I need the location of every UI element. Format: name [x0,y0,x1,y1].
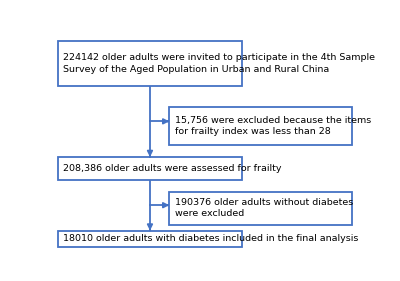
FancyBboxPatch shape [58,231,242,247]
FancyBboxPatch shape [58,157,242,180]
Text: 190376 older adults without diabetes
were excluded: 190376 older adults without diabetes wer… [175,198,353,219]
FancyBboxPatch shape [58,41,242,86]
FancyBboxPatch shape [169,192,352,225]
Text: 224142 older adults were invited to participate in the 4th Sample
Survey of the : 224142 older adults were invited to part… [63,53,375,74]
Text: 15,756 were excluded because the items
for frailty index was less than 28: 15,756 were excluded because the items f… [175,116,371,136]
Text: 18010 older adults with diabetes included in the final analysis: 18010 older adults with diabetes include… [63,234,359,243]
Text: 208,386 older adults were assessed for frailty: 208,386 older adults were assessed for f… [63,164,282,173]
FancyBboxPatch shape [169,107,352,145]
